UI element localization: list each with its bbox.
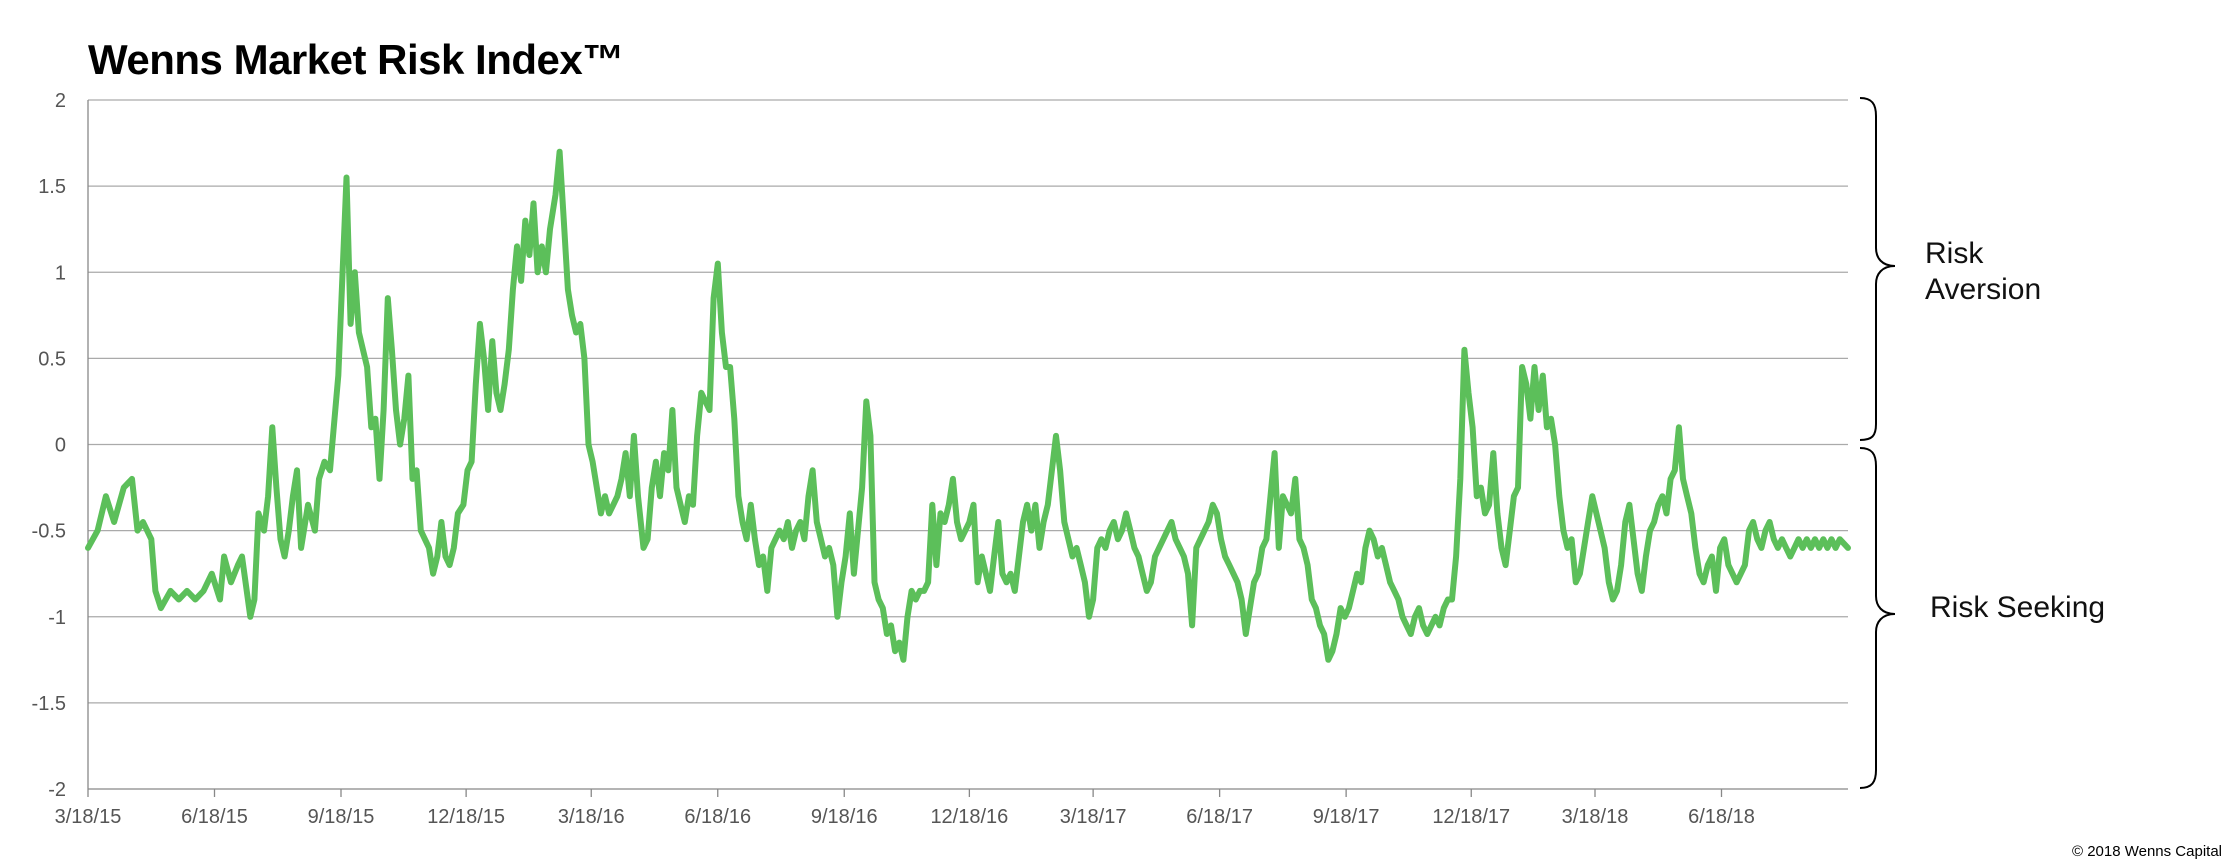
chart-title: Wenns Market Risk Index™ <box>88 36 624 83</box>
risk-aversion-brace <box>1859 97 1896 441</box>
series-line <box>85 148 1851 663</box>
x-tick-label: 3/18/16 <box>558 806 625 828</box>
x-tick-label: 9/18/17 <box>1313 806 1380 828</box>
risk-seeking-label: Risk Seeking <box>1930 591 2106 624</box>
x-tick-label: 12/18/16 <box>930 806 1008 828</box>
y-tick-label: -1.5 <box>32 693 66 715</box>
risk-seeking-brace <box>1859 447 1896 789</box>
x-tick-label: 6/18/15 <box>181 806 248 828</box>
x-tick-label: 6/18/18 <box>1688 806 1755 828</box>
x-tick-label: 3/18/15 <box>55 806 122 828</box>
x-tick-label: 9/18/16 <box>811 806 878 828</box>
y-tick-label: -0.5 <box>32 521 66 543</box>
x-tick-label: 3/18/18 <box>1562 806 1629 828</box>
y-tick-label: 1.5 <box>38 176 66 198</box>
y-axis-ticks: 2 1.5 1 0.5 0 -0.5 -1 -1.5 -2 <box>32 90 66 801</box>
series-layer <box>85 148 1851 663</box>
y-tick-label: -2 <box>48 779 66 801</box>
x-tick-label: 9/18/15 <box>308 806 375 828</box>
copyright-notice: © 2018 Wenns Capital <box>2071 843 2222 860</box>
y-tick-label: 0 <box>55 435 66 457</box>
risk-aversion-line1: Risk <box>1925 237 1984 270</box>
risk-aversion-label: Risk Aversion <box>1925 236 2041 308</box>
y-tick-label: 2 <box>55 90 66 112</box>
x-axis-ticks: 3/18/15 6/18/15 9/18/15 12/18/15 3/18/16 6/18… <box>55 789 1755 828</box>
x-tick-label: 12/18/15 <box>427 806 505 828</box>
y-tick-label: -1 <box>48 607 66 629</box>
risk-aversion-line2: Aversion <box>1925 273 2042 306</box>
y-tick-label: 1 <box>55 262 66 284</box>
x-tick-label: 6/18/17 <box>1186 806 1253 828</box>
y-tick-label: 0.5 <box>38 348 66 370</box>
x-tick-label: 6/18/16 <box>684 806 751 828</box>
x-tick-label: 12/18/17 <box>1432 806 1510 828</box>
x-tick-label: 3/18/17 <box>1060 806 1127 828</box>
grid-lines <box>87 99 1848 790</box>
